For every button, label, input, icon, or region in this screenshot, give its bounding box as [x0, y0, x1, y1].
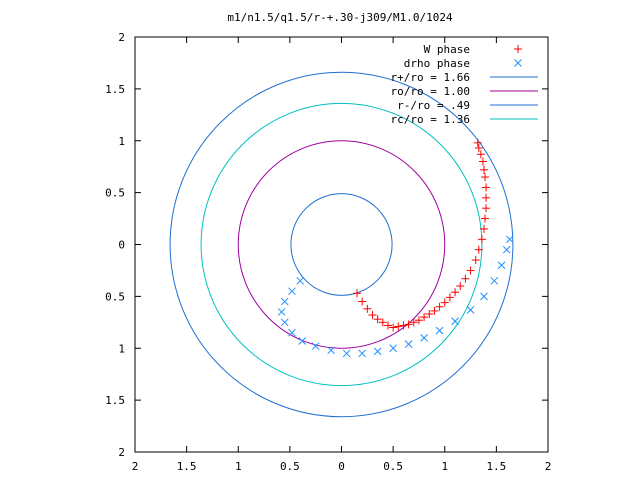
y-tick-label: 2 — [118, 446, 125, 459]
x-tick-label: 2 — [132, 460, 139, 473]
radius-circle — [290, 193, 393, 296]
y-tick-label: 1.5 — [105, 83, 125, 96]
legend-label: r-/ro = .49 — [397, 99, 470, 112]
w-phase-point — [478, 157, 487, 166]
plot-area — [134, 36, 549, 453]
drho-phase-point — [502, 245, 511, 254]
y-tick-label: 0.5 — [105, 290, 125, 303]
w-phase-point — [430, 306, 439, 315]
legend-label: drho phase — [404, 57, 470, 70]
x-tick-label: 1 — [235, 460, 242, 473]
w-phase-point — [456, 282, 465, 290]
y-tick-label: 1.5 — [105, 394, 125, 407]
drho-phase-point — [288, 328, 296, 337]
w-phase-point — [389, 323, 398, 332]
y-tick-label: 2 — [118, 31, 125, 44]
drho-phase-point — [298, 337, 307, 345]
legend-label: rc/ro = 1.36 — [391, 113, 470, 126]
w-phase-point — [394, 322, 403, 331]
w-phase-point — [476, 150, 485, 159]
y-tick-label: 1 — [118, 342, 125, 355]
w-phase-point — [481, 173, 490, 182]
w-phase-point — [451, 288, 460, 297]
x-tick-label: 0.5 — [280, 460, 300, 473]
radius-circle — [169, 71, 514, 418]
w-phase-point — [481, 214, 490, 223]
w-phase-point — [378, 318, 387, 327]
legend-label: W phase — [424, 43, 470, 56]
x-tick-label: 1.5 — [486, 460, 506, 473]
w-phase-point — [473, 138, 482, 147]
legend-marker — [514, 45, 522, 53]
drho-phase-point — [296, 276, 305, 285]
drho-phase-point — [497, 261, 506, 270]
legend-marker — [514, 59, 522, 67]
drho-phase-point — [342, 349, 351, 358]
drho-phase-point — [280, 297, 289, 306]
drho-phase-point — [358, 349, 367, 358]
drho-phase-point — [404, 340, 413, 348]
w-phase-point — [352, 289, 361, 298]
w-phase-point — [445, 293, 454, 302]
x-tick-label: 0.5 — [383, 460, 403, 473]
w-phase-point — [420, 313, 429, 322]
w-phase-point — [363, 304, 372, 313]
drho-phase-point — [435, 326, 444, 335]
w-phase-point — [440, 298, 449, 307]
w-phase-point — [409, 318, 418, 327]
w-phase-point — [479, 224, 488, 233]
chart-title: m1/n1.5/q1.5/r-+.30-j309/M1.0/1024 — [227, 11, 453, 24]
drho-phase-point — [311, 342, 320, 351]
legend-label: ro/ro = 1.00 — [391, 85, 470, 98]
drho-phase-point — [480, 292, 488, 301]
drho-phase-point — [280, 318, 289, 327]
drho-phase-point — [490, 276, 499, 285]
w-phase-point — [479, 165, 488, 174]
drho-phase-point — [466, 306, 475, 314]
axis-ticks: 2 1.5 1 0.5 0 0.5 1 1.5 221.510.500.511.52 — [105, 31, 551, 473]
x-tick-label: 2 — [545, 460, 552, 473]
w-phase-point — [482, 204, 491, 213]
w-phase-point — [373, 315, 382, 324]
y-tick-label: 0 — [118, 239, 125, 252]
w-phase-point — [474, 245, 483, 254]
plot-frame — [134, 36, 549, 453]
w-phase-point — [399, 321, 408, 330]
w-phase-point — [461, 274, 470, 283]
radius-circle — [200, 102, 483, 387]
drho-phase-point — [327, 346, 336, 355]
drho-phase-point — [288, 287, 296, 296]
legend-label: r+/ro = 1.66 — [391, 71, 470, 84]
x-tick-label: 1.5 — [177, 460, 197, 473]
w-phase-point — [466, 266, 475, 275]
w-phase-point — [477, 235, 486, 244]
drho-phase-point — [451, 317, 459, 326]
drho-phase-point — [420, 334, 428, 342]
w-phase-point — [368, 311, 377, 320]
w-phase-point — [471, 256, 480, 265]
y-tick-label: 1 — [118, 135, 125, 148]
drho-phase-point — [373, 347, 382, 356]
drho-phase-point — [389, 344, 397, 353]
x-tick-label: 0 — [338, 460, 345, 473]
drho-phase-point — [505, 235, 514, 244]
w-phase-point — [474, 144, 483, 153]
w-phase-point — [383, 321, 392, 330]
w-phase-point — [404, 320, 413, 329]
y-tick-label: 0.5 — [105, 187, 125, 200]
w-phase-point — [358, 297, 367, 306]
x-tick-label: 1 — [441, 460, 448, 473]
w-phase-point — [414, 316, 423, 325]
w-phase-point — [482, 193, 491, 202]
w-phase-point — [482, 183, 491, 192]
radius-circle — [237, 140, 446, 349]
w-phase-point — [425, 310, 434, 319]
w-phase-point — [435, 302, 444, 311]
drho-phase-point — [277, 308, 286, 316]
